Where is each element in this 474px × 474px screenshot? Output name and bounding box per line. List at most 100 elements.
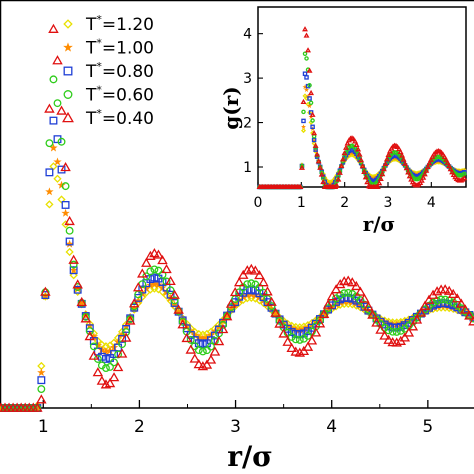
main-point bbox=[84, 331, 96, 341]
main-point bbox=[48, 23, 59, 33]
main-point bbox=[114, 350, 123, 359]
main-point bbox=[258, 277, 269, 287]
main-point bbox=[441, 295, 450, 304]
main-point bbox=[447, 288, 459, 299]
main-point bbox=[351, 280, 362, 291]
main-point bbox=[262, 286, 273, 296]
inset-point bbox=[380, 166, 387, 172]
inset-y-axis-label: g(r) bbox=[219, 86, 243, 129]
inset-point bbox=[418, 177, 425, 183]
main-point bbox=[169, 289, 180, 299]
inset-point bbox=[338, 162, 345, 169]
inset-point bbox=[376, 180, 383, 186]
main-point bbox=[181, 332, 192, 343]
inset-point bbox=[311, 130, 318, 136]
inset-point bbox=[408, 176, 415, 182]
main-point bbox=[37, 361, 46, 371]
inset-point bbox=[402, 160, 409, 166]
main-point bbox=[45, 168, 54, 177]
main-point bbox=[356, 296, 365, 305]
main-point bbox=[178, 317, 187, 326]
inset-point bbox=[299, 163, 305, 169]
main-point bbox=[201, 359, 213, 369]
main-x-tick-label: 1 bbox=[38, 417, 49, 437]
inset-point bbox=[301, 109, 306, 115]
main-point bbox=[468, 316, 474, 326]
main-point bbox=[456, 298, 467, 308]
inset-point bbox=[336, 169, 343, 175]
main-point bbox=[57, 195, 66, 204]
main-point bbox=[412, 313, 421, 322]
main-point bbox=[118, 335, 127, 343]
main-point bbox=[348, 290, 357, 298]
inset-point bbox=[382, 160, 389, 167]
inset-point bbox=[300, 124, 307, 129]
inset-point bbox=[383, 156, 390, 162]
main-point bbox=[225, 298, 237, 308]
main-point bbox=[56, 105, 67, 115]
main-point bbox=[259, 288, 268, 297]
main-point bbox=[65, 239, 74, 248]
main-point bbox=[69, 271, 78, 280]
inset-point bbox=[318, 171, 325, 177]
main-point bbox=[371, 317, 382, 327]
main-point bbox=[239, 288, 248, 297]
inset-point bbox=[356, 151, 363, 157]
inset-point bbox=[320, 178, 327, 185]
main-point bbox=[57, 180, 66, 189]
main-point bbox=[154, 280, 163, 289]
main-point bbox=[145, 250, 156, 260]
main-point bbox=[383, 334, 394, 344]
main-point bbox=[40, 286, 51, 296]
main-point bbox=[64, 215, 75, 226]
inset-point bbox=[390, 143, 396, 149]
inset-point bbox=[400, 156, 407, 162]
main-point bbox=[384, 322, 393, 331]
main-point bbox=[294, 347, 306, 357]
main-point bbox=[110, 358, 118, 367]
main-point bbox=[334, 279, 346, 289]
main-point bbox=[372, 315, 381, 324]
main-point bbox=[116, 348, 128, 358]
inset-point bbox=[343, 144, 349, 150]
inset-point bbox=[417, 179, 424, 186]
main-point bbox=[37, 376, 46, 385]
main-point bbox=[96, 375, 108, 385]
main-point bbox=[213, 336, 225, 346]
main-point bbox=[295, 330, 304, 339]
main-point bbox=[89, 342, 98, 351]
main-point bbox=[92, 367, 104, 377]
main-point bbox=[89, 337, 98, 345]
inset-point bbox=[307, 83, 312, 88]
main-point bbox=[53, 157, 62, 166]
main-point bbox=[49, 116, 58, 125]
main-point bbox=[198, 347, 207, 356]
main-point bbox=[411, 314, 423, 324]
main-point bbox=[72, 279, 83, 289]
main-point bbox=[165, 275, 176, 286]
main-point bbox=[209, 346, 221, 356]
inset-point bbox=[424, 163, 431, 170]
main-point bbox=[419, 300, 431, 310]
main-point bbox=[138, 285, 147, 294]
legend-label: T*=0.60 bbox=[85, 84, 154, 106]
main-point bbox=[166, 286, 175, 295]
main-point bbox=[157, 254, 168, 265]
inset-point bbox=[335, 176, 342, 182]
inset-x-axis-label: r/σ bbox=[363, 212, 396, 236]
main-point bbox=[275, 316, 284, 325]
legend-label: T*=1.20 bbox=[85, 13, 154, 35]
main-point bbox=[348, 294, 357, 303]
main-point bbox=[61, 201, 70, 209]
main-point bbox=[128, 298, 140, 308]
inset-point bbox=[355, 146, 362, 152]
main-point bbox=[306, 335, 318, 345]
main-point bbox=[211, 331, 219, 340]
main-point bbox=[330, 284, 342, 294]
main-point bbox=[32, 402, 43, 412]
main-point bbox=[65, 226, 74, 235]
inset-point bbox=[302, 26, 308, 32]
main-point bbox=[445, 300, 454, 308]
main-point bbox=[380, 320, 389, 329]
